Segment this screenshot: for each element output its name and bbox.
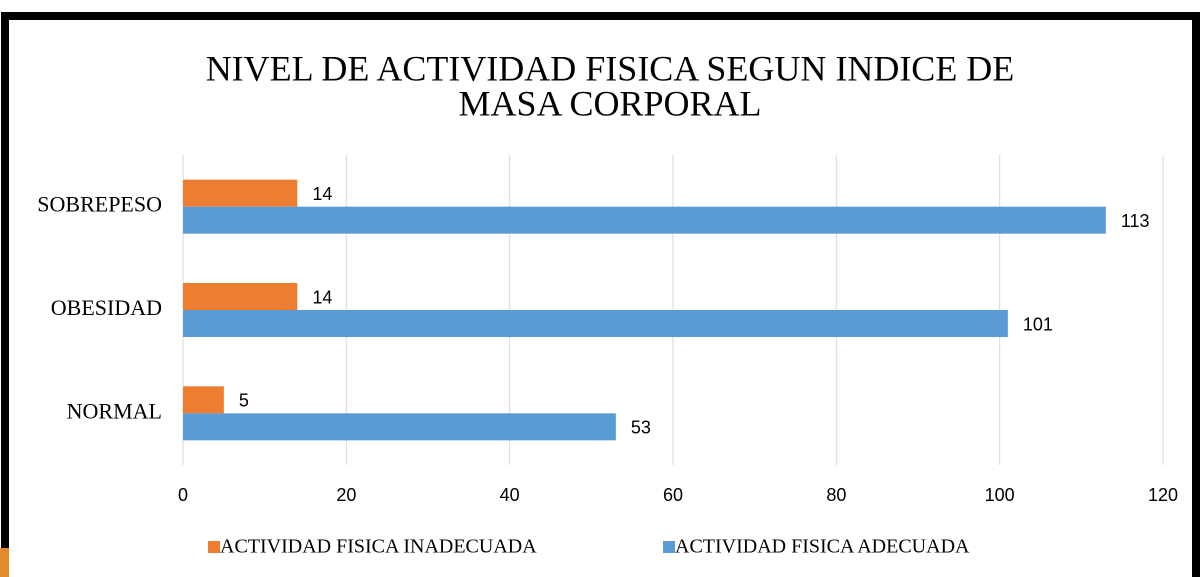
data-label: 14 — [312, 184, 332, 204]
data-label: 5 — [239, 391, 249, 411]
data-label: 113 — [1121, 211, 1150, 231]
x-tick-label: 0 — [178, 485, 188, 505]
y-tick-label: OBESIDAD — [51, 295, 162, 320]
chart-title: MASA CORPORAL — [458, 83, 761, 123]
x-tick-label: 120 — [1148, 485, 1178, 505]
bar — [183, 206, 1106, 234]
x-tick-label: 60 — [663, 485, 683, 505]
x-tick-label: 40 — [500, 485, 520, 505]
chart-title: NIVEL DE ACTIVIDAD FISICA SEGUN INDICE D… — [206, 48, 1015, 88]
bar — [183, 179, 298, 207]
legend-label: ACTIVIDAD FISICA INADECUADA — [220, 536, 537, 558]
bar — [183, 413, 616, 441]
bar — [183, 283, 298, 310]
bar — [183, 310, 1008, 337]
legend-swatch — [663, 541, 675, 553]
corner-accent — [0, 548, 9, 577]
data-label: 53 — [631, 418, 651, 438]
legend-swatch — [208, 541, 220, 553]
x-tick-label: 20 — [336, 485, 356, 505]
x-tick-label: 80 — [826, 485, 846, 505]
bar — [183, 386, 224, 414]
x-tick-label: 100 — [985, 485, 1015, 505]
legend-label: ACTIVIDAD FISICA ADECUADA — [675, 536, 970, 558]
data-label: 101 — [1023, 314, 1053, 334]
y-tick-label: SOBREPESO — [37, 192, 162, 217]
y-tick-label: NORMAL — [67, 398, 162, 423]
frame — [1, 12, 1200, 577]
data-label: 14 — [312, 287, 332, 307]
